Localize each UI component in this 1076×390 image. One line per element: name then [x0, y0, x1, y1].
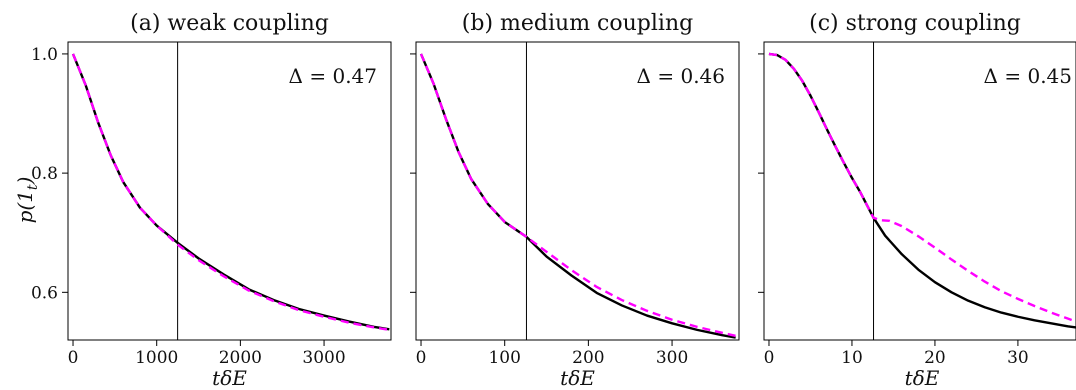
x-tick-label: 0: [416, 348, 427, 368]
x-tick-label: 3000: [302, 348, 345, 368]
x-tick-label: 0: [68, 348, 79, 368]
x-tick-label: 2000: [219, 348, 262, 368]
y-tick-label: 0.8: [31, 164, 58, 184]
x-tick-label: 30: [1007, 348, 1029, 368]
x-tick-label: 200: [572, 348, 604, 368]
x-tick-label: 1000: [135, 348, 178, 368]
plot-frame: [763, 41, 1076, 341]
x-axis-label: tδE: [560, 366, 595, 390]
delta-annotation: Δ = 0.46: [637, 64, 725, 88]
chart-title: (a) weak coupling: [130, 11, 329, 36]
y-tick-label: 1.0: [31, 45, 58, 65]
chart-panel-3: (c) strong coupling 0 10 20 30 tδE Δ = 0.45: [758, 11, 1076, 390]
y-axis-label: p(1t): [13, 177, 41, 224]
plot-frame: [415, 41, 740, 341]
delta-annotation: Δ = 0.45: [984, 64, 1072, 88]
x-tick-label: 0: [764, 348, 775, 368]
plot-frame: [67, 41, 392, 341]
chart-title: (c) strong coupling: [809, 11, 1021, 36]
x-tick-label: 10: [841, 348, 863, 368]
x-tick-label: 300: [656, 348, 688, 368]
series-line-solid: [768, 52, 1076, 329]
series-line-dashed: [71, 53, 390, 332]
series-line-solid: [71, 53, 390, 331]
x-tick-label: 20: [924, 348, 946, 368]
y-tick-label: 0.6: [31, 283, 58, 303]
series-line-dashed: [419, 53, 736, 338]
chart-title: (b) medium coupling: [462, 11, 693, 36]
chart-panel-1: (a) weak coupling 0 1000 2000 3000 0.6 0.8 1.0 t…: [31, 11, 392, 390]
x-axis-label: tδE: [212, 366, 247, 390]
x-tick-label: 100: [488, 348, 520, 368]
series-line-dashed: [768, 52, 1076, 323]
chart-panel-2: (b) medium coupling 0 100 200 300 tδE Δ = 0.46: [410, 11, 740, 390]
series-line-solid: [419, 53, 736, 339]
delta-annotation: Δ = 0.47: [289, 64, 377, 88]
x-axis-label: tδE: [905, 366, 940, 390]
